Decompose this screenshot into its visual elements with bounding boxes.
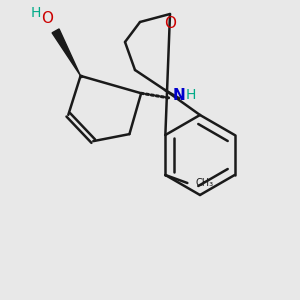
Text: H: H: [30, 6, 41, 20]
Text: CH₃: CH₃: [195, 178, 214, 188]
Polygon shape: [52, 29, 81, 76]
Text: N: N: [173, 88, 185, 103]
Text: H: H: [186, 88, 196, 102]
Text: O: O: [42, 11, 54, 26]
Text: O: O: [164, 16, 176, 32]
